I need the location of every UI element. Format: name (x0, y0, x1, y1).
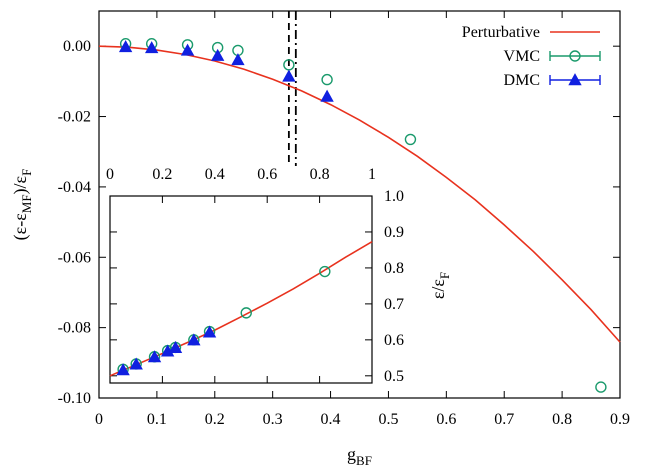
x-tick-label: 0.5 (378, 411, 398, 428)
data-point-dmc (118, 40, 133, 53)
x-tick-label: 0.6 (436, 411, 456, 428)
data-point-dmc (320, 89, 334, 102)
x-axis-title-main: g (347, 444, 356, 464)
inset-y-axis-title-main: ε/ε (428, 279, 448, 300)
inset-data-point-vmc (240, 307, 252, 319)
x-tick-label: 0.7 (494, 411, 514, 428)
inset-y-axis-title: ε/εF (428, 272, 452, 299)
data-point-dmc (282, 69, 296, 82)
main-plot: 0 0.1 0.2 0.3 0.4 0.5 0.6 0.7 0.8 0.9 0.00 -0.02 -0.… (10, 10, 630, 468)
y-tick-label: -0.06 (58, 249, 91, 266)
x-tick-label: 0 (95, 411, 103, 428)
legend-swatch-marker (569, 50, 581, 62)
y-axis-title-sub: MF (19, 194, 34, 213)
legend-label-perturbative: Perturbative (462, 24, 540, 41)
inset-data-point-dmc (187, 333, 201, 346)
y-axis-title-sub: F (19, 169, 34, 176)
x-axis-title-sub: BF (356, 453, 372, 468)
x-tick-label: 0.8 (552, 411, 572, 428)
x-tick-label: 0.9 (610, 411, 630, 428)
data-point-dmc (210, 48, 225, 61)
inset-x-tick-label: 0.2 (152, 166, 172, 183)
inset-data-point-vmc (319, 265, 331, 278)
inset-data-point-dmc (129, 357, 143, 370)
data-point-dmc (180, 43, 195, 56)
x-tick-label: 0.2 (205, 411, 225, 428)
y-tick-label: -0.04 (58, 179, 91, 196)
inset-x-tick-label: 0.4 (205, 166, 225, 183)
x-axis-title: gBF (347, 444, 372, 468)
inset-data-point-dmc (168, 340, 183, 353)
inset-y-tick-label: 0.9 (384, 224, 404, 241)
inset-y-axis-title-sub: F (437, 272, 452, 279)
inset-x-tick-label: 0.6 (257, 166, 277, 183)
legend: Perturbative VMC DMC (462, 24, 601, 89)
y-axis-title: (ε-εMF)/εF (10, 169, 34, 241)
data-point-vmc (404, 133, 417, 146)
main-plot-frame (98, 10, 621, 399)
inset-x-tick-label: 0 (106, 166, 114, 183)
inset-y-tick-label: 0.6 (384, 332, 404, 349)
inset-data-point-dmc (202, 325, 217, 338)
y-tick-label: 0.00 (63, 38, 91, 55)
x-tick-label: 0.4 (321, 411, 341, 428)
inset-x-tick-label: 0.8 (310, 166, 330, 183)
inset-y-tick-label: 0.7 (384, 296, 404, 313)
inset-data-point-dmc (147, 350, 162, 363)
data-point-vmc (595, 381, 607, 393)
data-point-dmc (144, 41, 159, 54)
data-point-dmc (231, 53, 245, 66)
legend-swatch-marker (568, 73, 582, 86)
y-tick-label: -0.10 (58, 390, 91, 407)
x-tick-label: 0.1 (147, 411, 167, 428)
x-tick-label: 0.3 (263, 411, 283, 428)
inset-plot: 0 0.2 0.4 0.6 0.8 1 0.5 0.6 0.7 0.8 0.9 1.0 ε/εF (106, 166, 452, 385)
inset-y-tick-label: 0.8 (384, 260, 404, 277)
y-tick-label: -0.08 (58, 320, 91, 337)
legend-label-vmc: VMC (504, 48, 540, 65)
y-axis-title-main: (ε-ε (10, 213, 31, 241)
data-point-vmc (321, 73, 333, 86)
y-tick-label: -0.02 (58, 109, 91, 126)
inset-y-tick-label: 0.5 (384, 368, 404, 385)
inset-data-point-dmc (116, 363, 130, 376)
y-axis-title-main: )/ε (10, 175, 31, 194)
legend-label-dmc: DMC (504, 72, 540, 89)
inset-y-tick-label: 1.0 (384, 188, 404, 205)
inset-x-tick-label: 1 (368, 166, 376, 183)
